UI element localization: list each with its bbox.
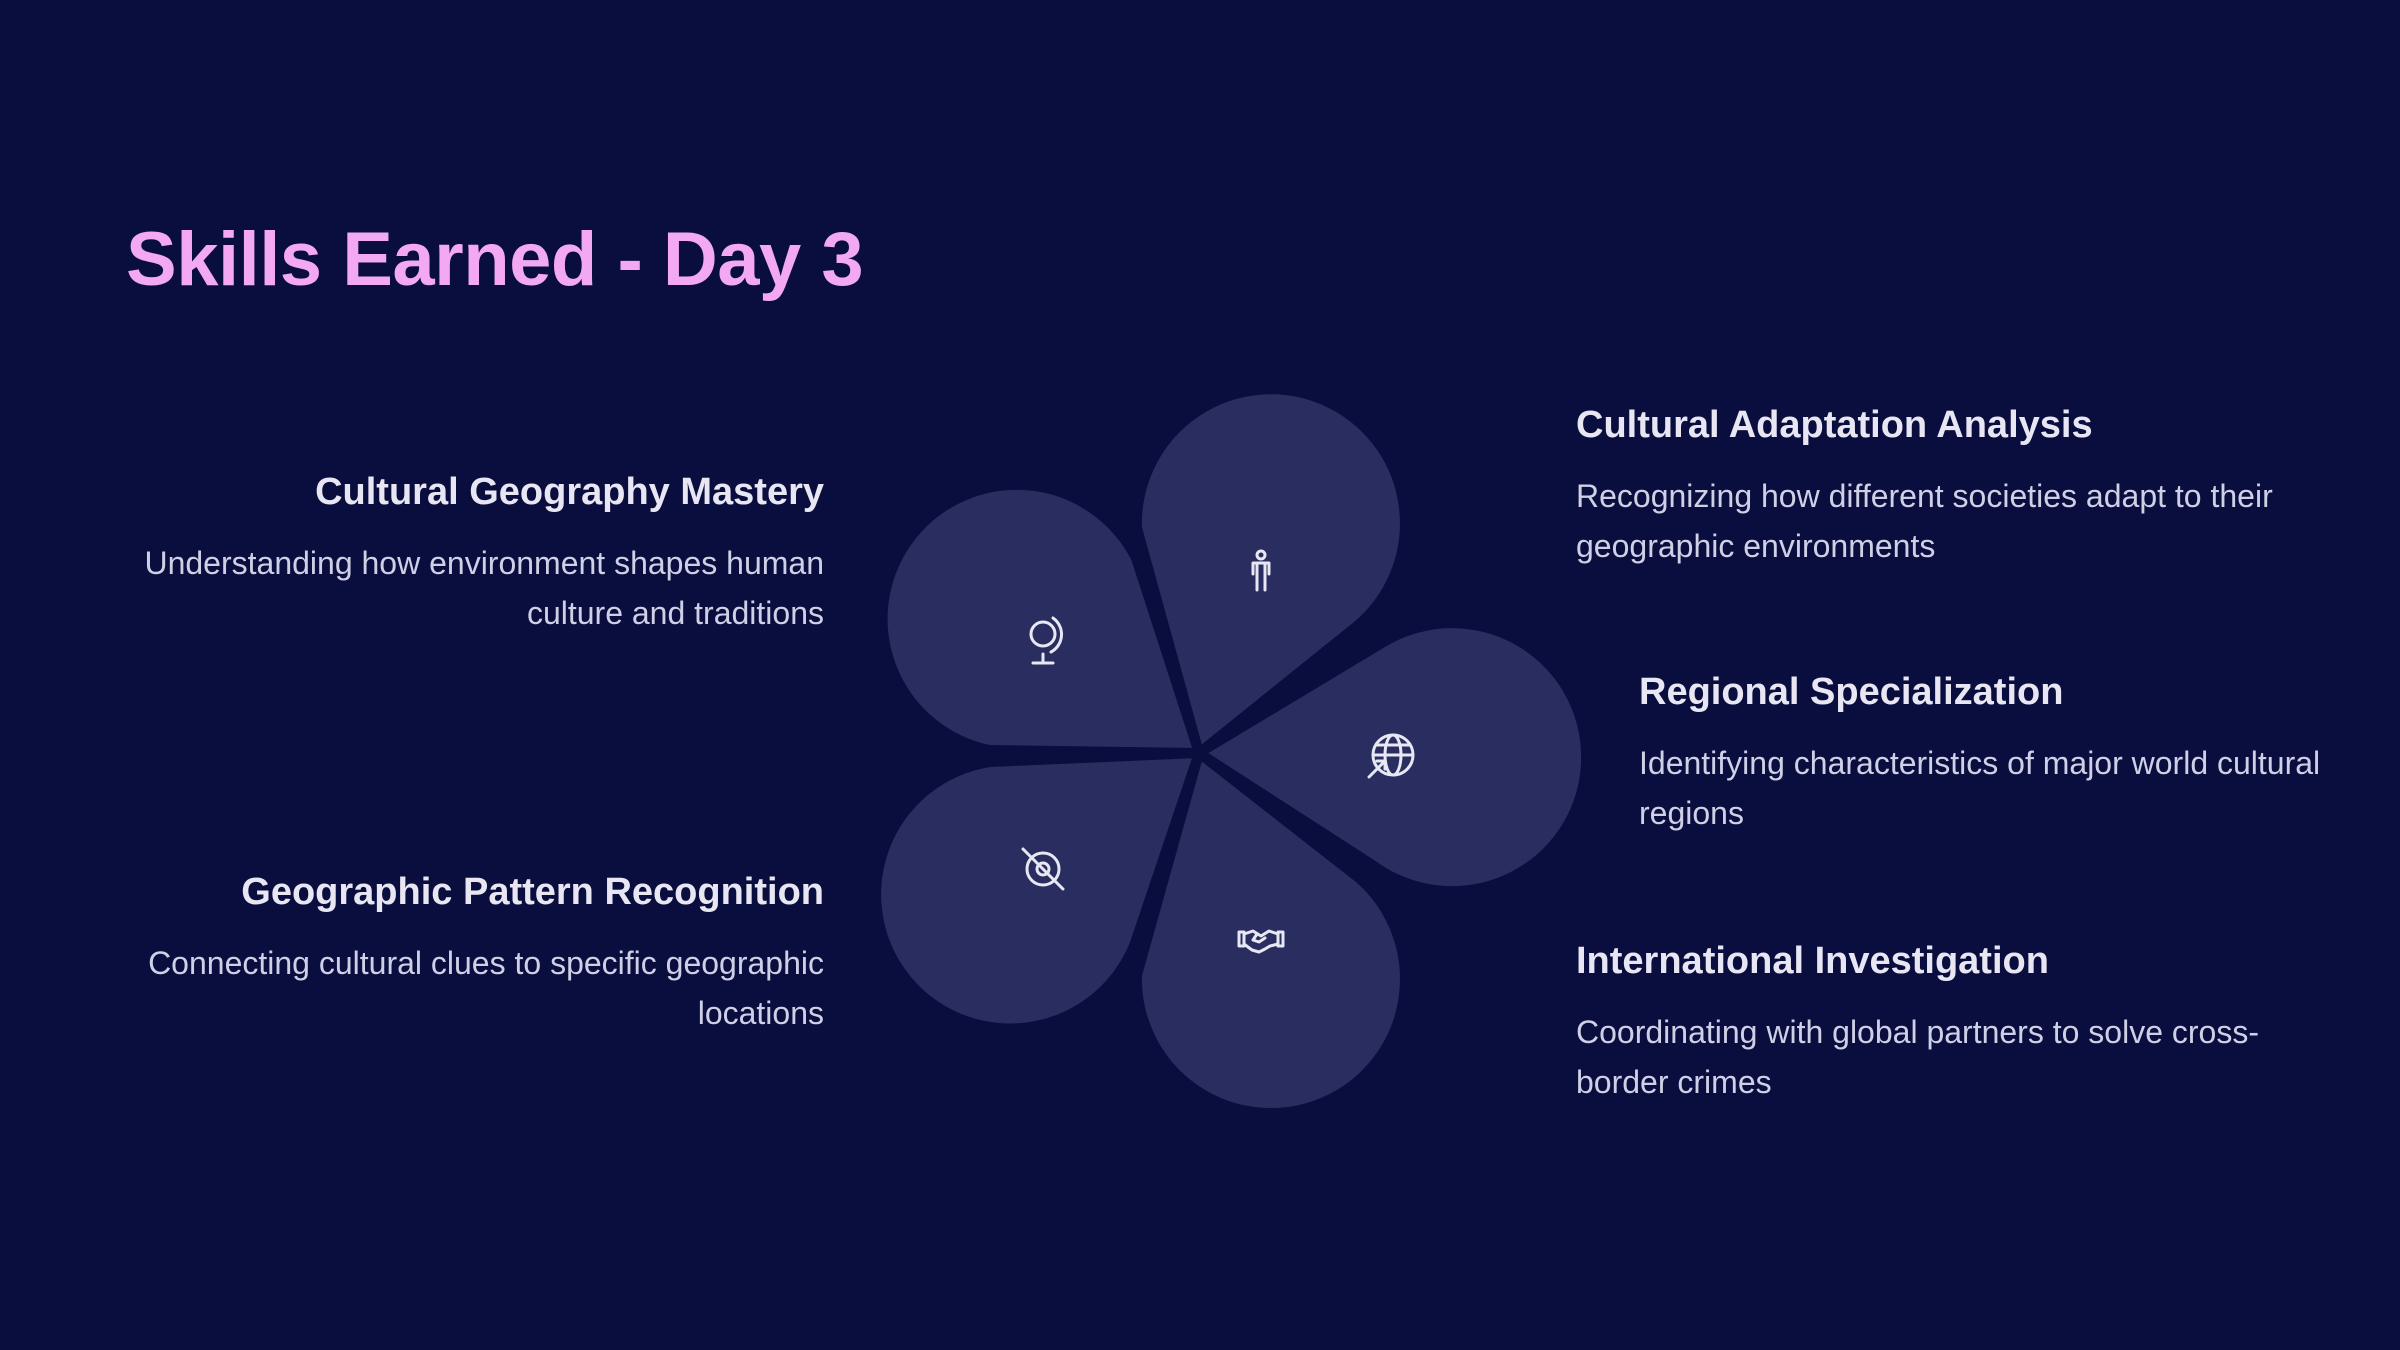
skill-description: Coordinating with global partners to sol… — [1576, 1013, 2259, 1100]
skill-heading: Regional Specialization — [1639, 671, 2064, 713]
skill-description: Identifying characteristics of major wor… — [1639, 744, 2321, 831]
globe-icon — [1029, 616, 1064, 665]
handshake-icon — [1237, 929, 1285, 954]
skill-description: Connecting cultural clues to specific ge… — [148, 944, 824, 1031]
petal-cultural-geography — [877, 479, 1204, 758]
skill-regional-specialization: Regional Specialization Identifying char… — [1639, 670, 2339, 838]
world-arrow-icon — [1367, 733, 1415, 779]
person-icon — [1251, 549, 1271, 592]
skill-heading: Cultural Adaptation Analysis — [1576, 404, 2093, 446]
skill-cultural-adaptation: Cultural Adaptation Analysis Recognizing… — [1576, 403, 2276, 571]
petal-regional-specialization — [1194, 618, 1592, 897]
skill-heading: International Investigation — [1576, 940, 2049, 982]
petal-cultural-adaptation — [1131, 384, 1410, 758]
skill-cultural-geography: Cultural Geography Mastery Understanding… — [124, 470, 824, 638]
skill-international-investigation: International Investigation Coordinating… — [1576, 939, 2276, 1107]
skill-heading: Geographic Pattern Recognition — [241, 871, 824, 913]
location-off-icon — [1021, 847, 1065, 891]
page-title: Skills Earned - Day 3 — [126, 217, 864, 302]
petal-geographic-pattern — [871, 748, 1204, 1034]
skill-heading: Cultural Geography Mastery — [315, 471, 824, 513]
skill-description: Understanding how environment shapes hum… — [144, 544, 824, 631]
skill-geographic-pattern: Geographic Pattern Recognition Connectin… — [124, 870, 824, 1038]
skill-description: Recognizing how different societies adap… — [1576, 477, 2273, 564]
